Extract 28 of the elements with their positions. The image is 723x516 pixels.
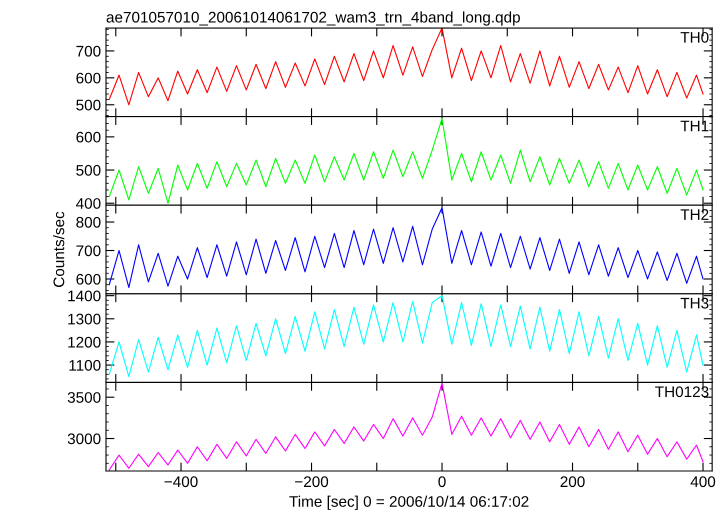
x-tick-label: −200 (295, 476, 328, 488)
series-label: TH3 (680, 298, 708, 309)
series-label: TH0 (680, 32, 709, 43)
y-tick-label: 1300 (68, 314, 101, 324)
text: TH0123 (655, 386, 708, 398)
y-tick-label: 1400 (68, 290, 101, 302)
x-tick-label: 0 (438, 476, 446, 488)
y-tick-label: 400 (76, 198, 101, 209)
text: TH2 (680, 209, 708, 220)
y-tick-label: 500 (76, 164, 101, 176)
text: TH1 (680, 120, 708, 132)
y-tick-label: 1200 (68, 336, 101, 348)
x-tick-label: 400 (690, 476, 716, 488)
y-tick-label: 600 (76, 132, 101, 143)
y-tick-label: 600 (76, 72, 101, 84)
y-tick-label: 3500 (68, 392, 101, 403)
y-tick-label: 700 (76, 245, 101, 256)
x-axis-title: Time [sec] 0 = 2006/10/14 06:17:02 (289, 496, 528, 510)
y-tick-label: 3000 (68, 433, 101, 444)
y-tick-label: 500 (76, 100, 101, 110)
y-tick-label: 600 (76, 274, 101, 285)
x-tick-label: −400 (164, 476, 198, 488)
x-tick-label: 200 (560, 476, 585, 488)
y-tick-label: 700 (76, 46, 101, 57)
y-tick-label: 1100 (69, 360, 101, 371)
y-tick-label: 800 (76, 216, 101, 228)
y-axis-title: Counts/sec (53, 212, 64, 287)
chart-title: ae701057010_20061014061702_wam3_trn_4band_long.qdp (106, 11, 520, 26)
